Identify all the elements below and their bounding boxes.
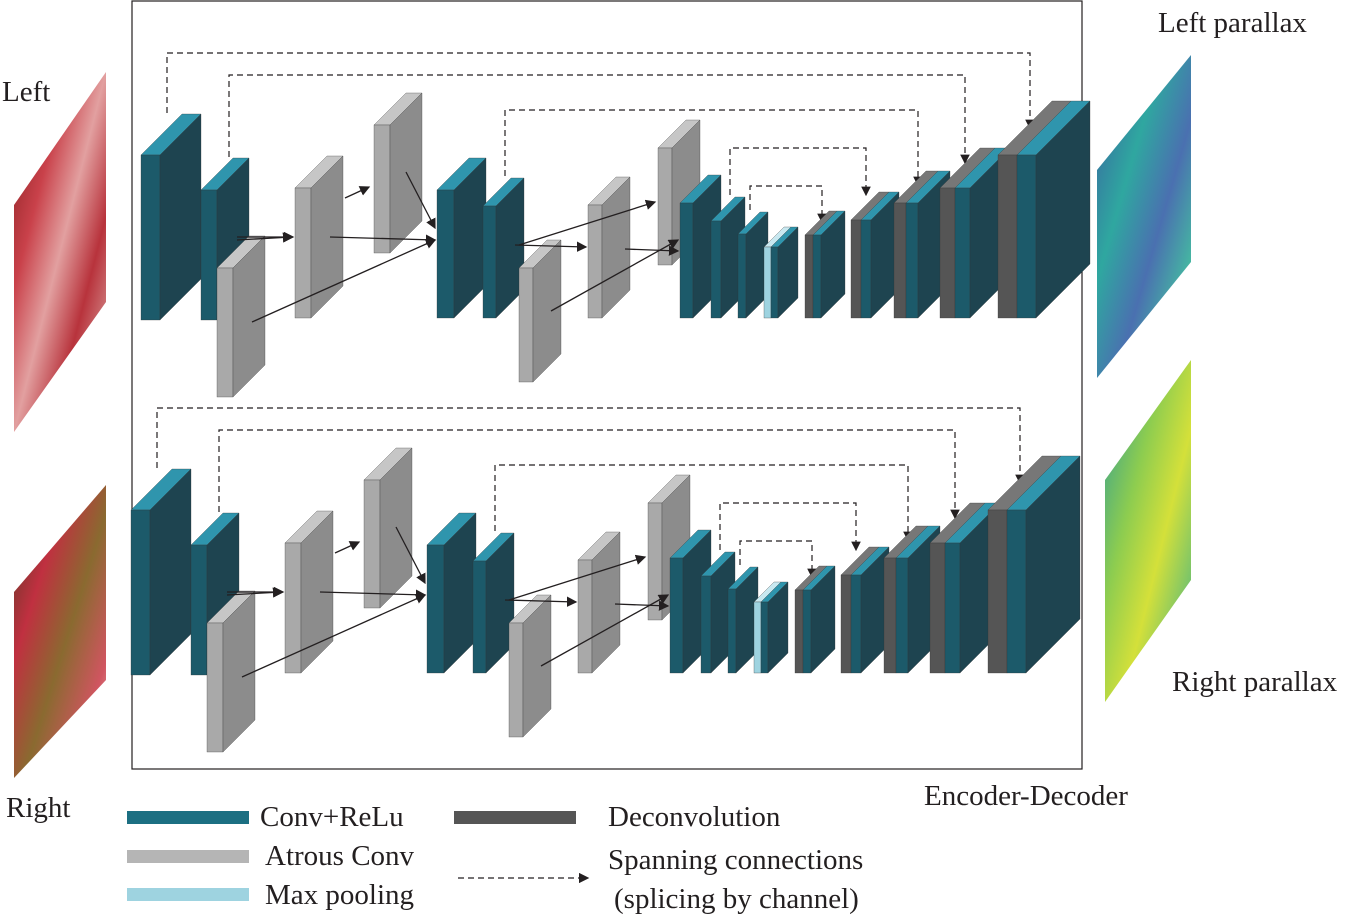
- right-input-label: Right: [6, 792, 71, 824]
- skip-connection: [166, 52, 1035, 130]
- skip-connection: [729, 147, 871, 197]
- flow-arrow: [319, 589, 427, 600]
- maxpool-block: [763, 226, 799, 319]
- flow-arrow: [344, 186, 371, 199]
- atrous-block: [363, 447, 413, 609]
- flow-arrow: [251, 238, 437, 323]
- legend-skip-sublabel: (splicing by channel): [614, 883, 859, 915]
- deconv-block: [794, 565, 836, 674]
- flow-arrow: [226, 587, 284, 598]
- flow-arrow: [236, 232, 294, 243]
- skip-connection: [218, 429, 960, 520]
- conv-block: [140, 113, 202, 321]
- legend-maxpool-label: Max pooling: [265, 879, 415, 911]
- legend-maxpool-swatch: [127, 888, 249, 901]
- flow-arrow: [329, 234, 437, 245]
- flow-arrow: [508, 554, 647, 601]
- atrous-block: [508, 594, 552, 738]
- conv-block: [737, 211, 769, 319]
- maxpool-block: [753, 581, 789, 674]
- left-parallax-map: [1097, 55, 1191, 378]
- flow-arrow: [241, 593, 427, 678]
- skip-connection: [719, 502, 861, 552]
- left-parallax-label: Left parallax: [1158, 7, 1307, 39]
- conv-block: [426, 512, 477, 674]
- skip-connection: [749, 185, 827, 224]
- legend-deconv-label: Deconvolution: [608, 801, 781, 833]
- conv-block: [727, 566, 759, 674]
- skip-connection: [504, 109, 923, 187]
- legend-atrous-swatch: [127, 850, 249, 863]
- flow-arrow: [624, 245, 680, 256]
- legend-swatches: [127, 811, 590, 901]
- legend-conv-swatch: [127, 811, 249, 824]
- flow-arrow: [405, 171, 436, 230]
- flow-arrow: [614, 600, 670, 611]
- skip-connection: [494, 464, 913, 542]
- conv-block: [482, 177, 525, 319]
- right-parallax-map: [1105, 360, 1191, 702]
- legend-deconv-swatch: [454, 811, 576, 824]
- atrous-block: [284, 510, 334, 674]
- skip-connection: [739, 540, 817, 579]
- flow-arrow: [540, 594, 670, 667]
- deconv-block: [840, 546, 890, 674]
- model-frame: [131, 0, 1083, 770]
- conv-block: [130, 468, 192, 676]
- deconv-block: [997, 100, 1091, 319]
- model-label: Encoder-Decoder: [924, 780, 1128, 812]
- right-input-image: [14, 485, 106, 778]
- atrous-block: [518, 239, 562, 383]
- deconv-block: [850, 191, 900, 319]
- atrous-block: [206, 590, 256, 753]
- atrous-block: [577, 531, 621, 674]
- flow-arrow: [334, 541, 361, 554]
- atrous-block: [216, 235, 266, 398]
- left-input-label: Left: [2, 76, 51, 108]
- legend-atrous-label: Atrous Conv: [265, 840, 415, 872]
- skip-connection: [228, 74, 970, 165]
- skip-connection: [156, 407, 1025, 485]
- atrous-block: [294, 155, 344, 319]
- legend-skip-label: Spanning connections: [608, 844, 864, 876]
- flow-arrow: [518, 199, 657, 246]
- conv-block: [472, 532, 515, 674]
- flow-arrow: [395, 526, 426, 585]
- right-parallax-label: Right parallax: [1172, 666, 1338, 698]
- flow-arrow: [504, 596, 578, 607]
- legend-conv-label: Conv+ReLu: [260, 801, 404, 833]
- bottom-network: [130, 407, 1081, 753]
- atrous-block: [587, 176, 631, 319]
- deconv-block: [987, 455, 1081, 674]
- deconv-block: [804, 210, 846, 319]
- atrous-block: [373, 92, 423, 254]
- left-input-image: [14, 72, 106, 432]
- flow-arrow: [514, 241, 588, 252]
- conv-block: [436, 157, 487, 319]
- top-network: [140, 52, 1091, 398]
- flow-arrow: [550, 239, 680, 312]
